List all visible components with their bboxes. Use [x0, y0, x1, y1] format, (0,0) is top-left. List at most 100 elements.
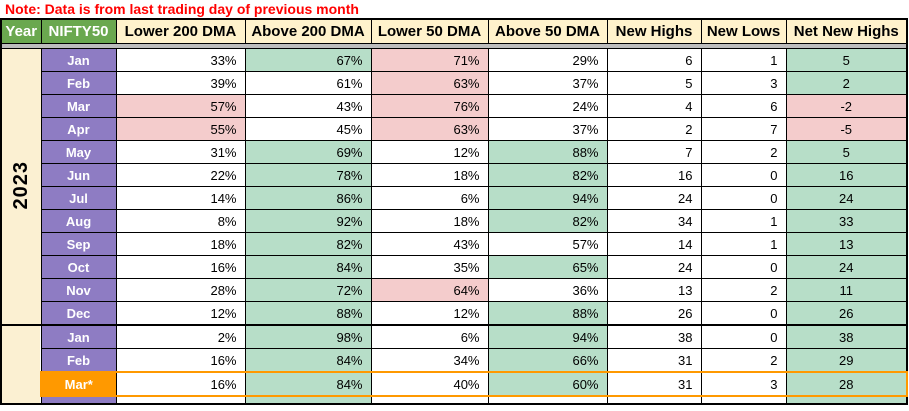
cell-new-lows[interactable]: 3 [700, 71, 787, 95]
cell-above-200-dma[interactable]: 84% [244, 348, 372, 373]
header-above-50-dma[interactable]: Above 50 DMA [487, 18, 608, 44]
cell-net-new-highs[interactable]: 13 [785, 232, 908, 256]
cell-new-highs[interactable]: 16 [606, 163, 702, 187]
cell-above-50-dma[interactable]: 94% [487, 186, 608, 210]
cell-lower-200-dma[interactable]: 8% [115, 209, 246, 233]
year-cell[interactable] [0, 324, 42, 405]
month-cell[interactable]: Feb [40, 71, 117, 95]
cell-new-lows[interactable]: 7 [700, 117, 787, 141]
cell-lower-200-dma[interactable]: 28% [115, 278, 246, 302]
cell-above-200-dma[interactable]: 88% [244, 301, 372, 326]
cell-net-new-highs[interactable]: 28 [785, 371, 908, 397]
cell-new-highs[interactable]: 2 [606, 117, 702, 141]
cell-lower-200-dma[interactable]: 57% [115, 94, 246, 118]
cell-new-lows[interactable]: 2 [700, 140, 787, 164]
cell-lower-200-dma[interactable]: 12% [115, 301, 246, 326]
cell-lower-50-dma[interactable]: 76% [370, 94, 489, 118]
month-cell[interactable]: Jun [40, 163, 117, 187]
cell-new-highs[interactable]: 4 [606, 94, 702, 118]
cell-lower-50-dma[interactable]: 12% [370, 301, 489, 326]
header-nifty50[interactable]: NIFTY50 [40, 18, 117, 44]
cell-above-200-dma[interactable]: 84% [244, 371, 372, 397]
cell-net-new-highs[interactable]: 26 [785, 301, 908, 326]
cell-net-new-highs[interactable]: 24 [785, 186, 908, 210]
header-year[interactable]: Year [0, 18, 42, 44]
cell-lower-200-dma[interactable]: 33% [115, 48, 246, 72]
cell-above-50-dma[interactable]: 82% [487, 163, 608, 187]
cell-above-200-dma[interactable]: 84% [244, 255, 372, 279]
cell-new-lows[interactable]: 0 [700, 324, 787, 349]
cell-net-new-highs[interactable]: 5 [785, 140, 908, 164]
header-above-200-dma[interactable]: Above 200 DMA [244, 18, 372, 44]
cell-above-200-dma[interactable]: 67% [244, 48, 372, 72]
cell-new-highs[interactable]: 5 [606, 71, 702, 95]
cell-above-50-dma[interactable]: 65% [487, 255, 608, 279]
cell-above-200-dma[interactable]: 92% [244, 209, 372, 233]
month-cell[interactable]: Sep [40, 232, 117, 256]
cell-above-50-dma[interactable]: 94% [487, 324, 608, 349]
cell-above-50-dma[interactable]: 37% [487, 117, 608, 141]
cell-new-lows[interactable]: 6 [700, 94, 787, 118]
header-lower-200-dma[interactable]: Lower 200 DMA [115, 18, 246, 44]
cell-above-200-dma[interactable]: 69% [244, 140, 372, 164]
cell-new-lows[interactable]: 1 [700, 232, 787, 256]
header-net-new-highs[interactable]: Net New Highs [785, 18, 908, 44]
cell-new-lows[interactable]: 2 [700, 278, 787, 302]
cell-new-highs[interactable]: 31 [606, 371, 702, 397]
cell-new-lows[interactable]: 3 [700, 371, 787, 397]
cell-above-200-dma[interactable]: 98% [244, 324, 372, 349]
cell-lower-200-dma[interactable]: 16% [115, 371, 246, 397]
cell-lower-200-dma[interactable]: 16% [115, 348, 246, 373]
cell-net-new-highs[interactable]: 16 [785, 163, 908, 187]
cell-lower-50-dma[interactable]: 63% [370, 71, 489, 95]
cell-above-200-dma[interactable]: 82% [244, 232, 372, 256]
cell-new-highs[interactable]: 24 [606, 186, 702, 210]
cell-above-50-dma[interactable]: 88% [487, 301, 608, 326]
month-cell[interactable]: Jan [40, 48, 117, 72]
cell-above-50-dma[interactable]: 60% [487, 371, 608, 397]
header-new-highs[interactable]: New Highs [606, 18, 702, 44]
cell-lower-200-dma[interactable]: 22% [115, 163, 246, 187]
cell-lower-50-dma[interactable]: 63% [370, 117, 489, 141]
month-cell[interactable]: Mar [40, 94, 117, 118]
cell-net-new-highs[interactable]: 5 [785, 48, 908, 72]
month-cell[interactable]: Mar* [40, 371, 117, 397]
cell-net-new-highs[interactable]: 29 [785, 348, 908, 373]
cell-lower-50-dma[interactable]: 40% [370, 371, 489, 397]
cell-lower-50-dma[interactable]: 64% [370, 278, 489, 302]
cell-above-50-dma[interactable]: 82% [487, 209, 608, 233]
cell-new-highs[interactable]: 6 [606, 48, 702, 72]
cell-above-50-dma[interactable]: 57% [487, 232, 608, 256]
cell-new-highs[interactable]: 26 [606, 301, 702, 326]
month-cell[interactable]: Jul [40, 186, 117, 210]
cell-new-lows[interactable]: 0 [700, 163, 787, 187]
cell-net-new-highs[interactable]: 24 [785, 255, 908, 279]
cell-new-highs[interactable]: 31 [606, 348, 702, 373]
cell-new-highs[interactable]: 34 [606, 209, 702, 233]
month-cell[interactable]: Dec [40, 301, 117, 326]
cell-net-new-highs[interactable]: 33 [785, 209, 908, 233]
cell-lower-50-dma[interactable]: 43% [370, 232, 489, 256]
month-cell[interactable]: May [40, 140, 117, 164]
cell-lower-200-dma[interactable]: 14% [115, 186, 246, 210]
cell-above-50-dma[interactable]: 24% [487, 94, 608, 118]
cell-new-lows[interactable]: 0 [700, 186, 787, 210]
month-cell[interactable]: Jan [40, 324, 117, 349]
month-cell[interactable]: Oct [40, 255, 117, 279]
cell-new-lows[interactable]: 1 [700, 48, 787, 72]
cell-lower-200-dma[interactable]: 2% [115, 324, 246, 349]
cell-lower-50-dma[interactable]: 35% [370, 255, 489, 279]
cell-lower-50-dma[interactable]: 71% [370, 48, 489, 72]
cell-above-50-dma[interactable]: 37% [487, 71, 608, 95]
month-cell[interactable]: Feb [40, 348, 117, 373]
cell-new-highs[interactable]: 7 [606, 140, 702, 164]
cell-above-50-dma[interactable]: 88% [487, 140, 608, 164]
cell-above-50-dma[interactable]: 66% [487, 348, 608, 373]
year-cell[interactable]: 2023 [0, 48, 42, 326]
header-lower-50-dma[interactable]: Lower 50 DMA [370, 18, 489, 44]
cell-new-lows[interactable]: 1 [700, 209, 787, 233]
cell-above-50-dma[interactable]: 29% [487, 48, 608, 72]
month-cell[interactable]: Aug [40, 209, 117, 233]
cell-above-200-dma[interactable]: 78% [244, 163, 372, 187]
cell-net-new-highs[interactable]: -2 [785, 94, 908, 118]
